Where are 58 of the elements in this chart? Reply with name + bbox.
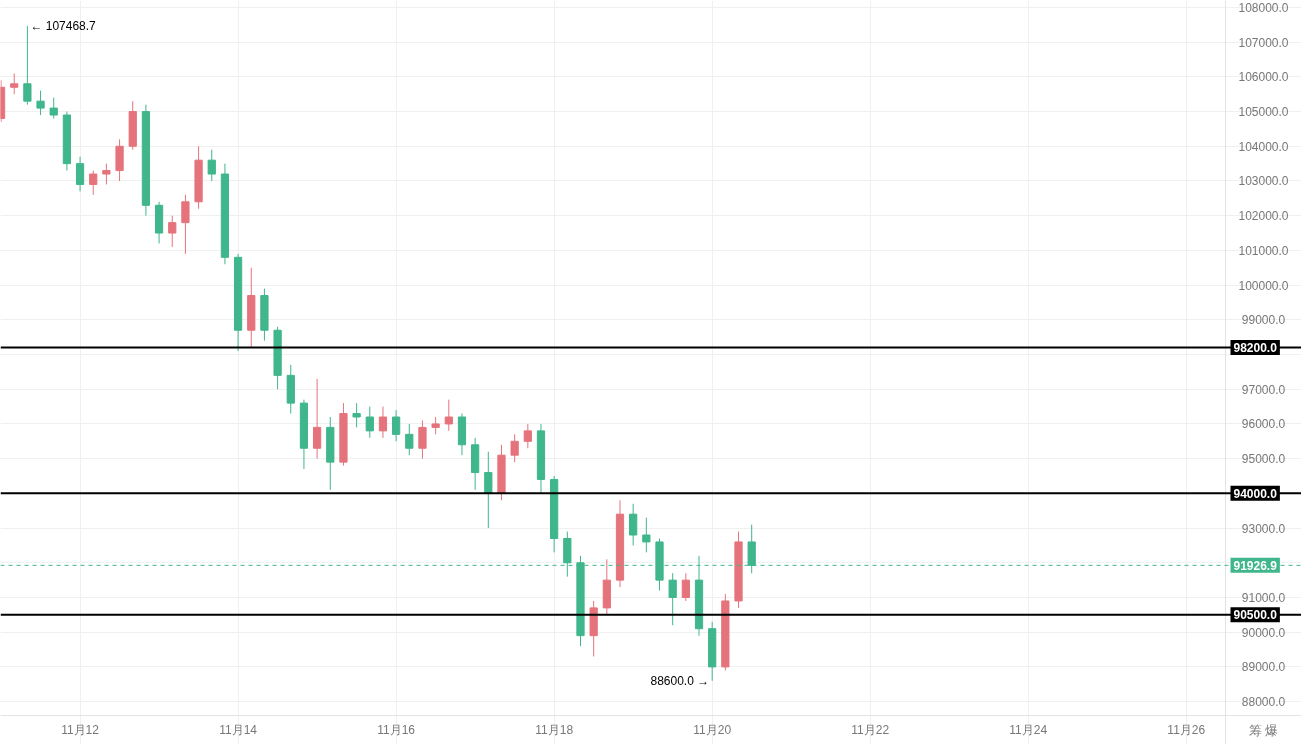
candlestick bbox=[10, 72, 19, 95]
candlestick bbox=[418, 419, 427, 460]
candlestick bbox=[168, 215, 177, 248]
candlestick bbox=[444, 399, 453, 432]
candlestick bbox=[484, 451, 493, 529]
x-tick-label: 11月26 bbox=[1167, 723, 1206, 737]
candlestick bbox=[681, 572, 690, 602]
x-tick-label: 11月14 bbox=[219, 723, 258, 737]
text: 筹 爆 bbox=[1248, 722, 1279, 738]
y-tick-label: 108000.0 bbox=[1238, 0, 1289, 15]
candlestick bbox=[352, 402, 361, 428]
candlestick bbox=[102, 163, 111, 185]
candlestick bbox=[378, 406, 388, 439]
y-tick-label: 104000.0 bbox=[1238, 139, 1289, 154]
annotation: 88600.0 → bbox=[650, 673, 710, 688]
ref-line-label: 91926.9 bbox=[1233, 558, 1278, 573]
candlestick bbox=[510, 433, 519, 463]
y-tick-label: 95000.0 bbox=[1241, 452, 1286, 467]
x-tick-label: 11月20 bbox=[693, 723, 732, 737]
y-tick-label: 89000.0 bbox=[1241, 660, 1286, 675]
ref-line-label: 98200.0 bbox=[1233, 341, 1278, 356]
candlestick bbox=[405, 423, 414, 456]
candlestick bbox=[23, 25, 32, 106]
x-tick-label: 11月12 bbox=[61, 723, 100, 737]
x-tick-label: 11月18 bbox=[535, 723, 574, 737]
y-tick-label: 103000.0 bbox=[1238, 174, 1289, 189]
y-tick-label: 99000.0 bbox=[1241, 313, 1286, 328]
x-tick-label: 11月24 bbox=[1009, 723, 1048, 737]
candlestick bbox=[89, 170, 98, 196]
y-tick-label: 96000.0 bbox=[1241, 417, 1286, 432]
y-tick-label: 91000.0 bbox=[1241, 590, 1286, 605]
y-tick-label: 107000.0 bbox=[1238, 35, 1289, 50]
candlestick bbox=[207, 149, 216, 182]
x-tick-label: 11月22 bbox=[851, 723, 890, 737]
y-tick-label: 93000.0 bbox=[1241, 521, 1286, 536]
candlestick bbox=[49, 97, 58, 120]
candlestick bbox=[365, 406, 374, 439]
candlestick bbox=[75, 156, 85, 192]
y-tick-label: 88000.0 bbox=[1241, 695, 1286, 710]
candlestick bbox=[629, 503, 638, 546]
candlestick bbox=[668, 572, 677, 626]
annotation: ← 107468.7 bbox=[30, 18, 97, 33]
y-tick-label: 105000.0 bbox=[1238, 105, 1289, 120]
candlestick bbox=[181, 194, 190, 255]
candlestick bbox=[312, 378, 322, 460]
y-tick-label: 102000.0 bbox=[1238, 209, 1289, 224]
y-tick-label: 100000.0 bbox=[1238, 278, 1289, 293]
ref-line-label: 94000.0 bbox=[1233, 486, 1278, 501]
y-tick-label: 90000.0 bbox=[1241, 625, 1286, 640]
candlestick bbox=[523, 423, 532, 449]
x-tick-label: 11月16 bbox=[377, 723, 416, 737]
y-tick-label: 106000.0 bbox=[1238, 70, 1289, 85]
y-tick-label: 101000.0 bbox=[1238, 243, 1289, 258]
candlestick bbox=[642, 517, 651, 553]
candlestick bbox=[392, 409, 401, 442]
y-tick-label: 97000.0 bbox=[1241, 382, 1286, 397]
candlestick bbox=[36, 90, 45, 116]
ref-line-label: 90500.0 bbox=[1233, 608, 1278, 623]
